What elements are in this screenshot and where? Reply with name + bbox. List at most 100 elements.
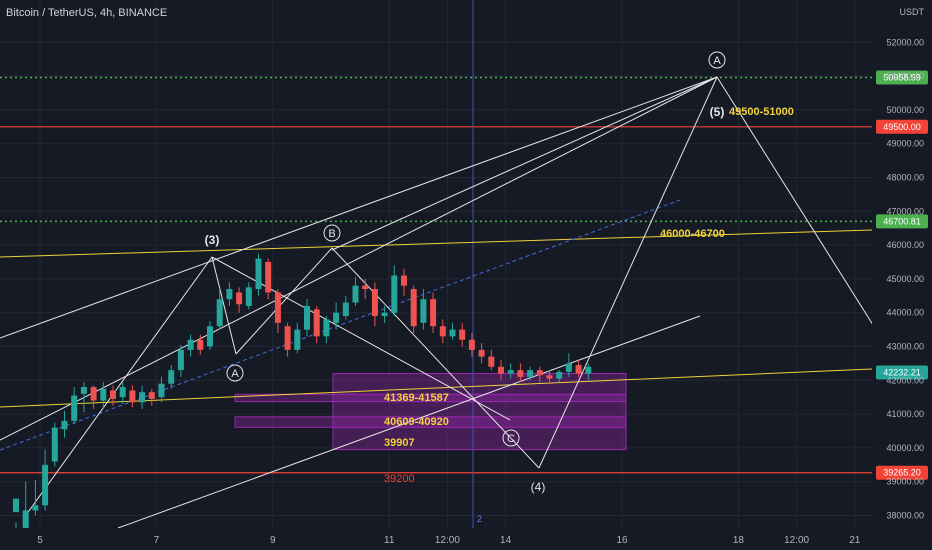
candle-body: [333, 312, 340, 323]
wave-a-label-upper: A: [708, 51, 726, 69]
candle-body: [410, 289, 417, 327]
wave-line: [0, 76, 718, 339]
candle-body: [439, 326, 446, 337]
zones: [234, 373, 627, 451]
wave-line: [331, 76, 718, 251]
price-tick-label: 46000.00: [886, 240, 924, 250]
candle-body: [13, 498, 19, 513]
candle-body: [42, 464, 49, 506]
candle-body: [255, 258, 262, 290]
marker-2: 2: [477, 514, 482, 524]
candle-body: [129, 390, 136, 403]
time-axis-bg: [0, 528, 932, 550]
candle-body: [381, 312, 388, 317]
price-tick-label: 39000.00: [886, 477, 924, 487]
price-tick-label: 52000.00: [886, 37, 924, 47]
wave-5-label: (5): [710, 105, 725, 119]
currency-label: USDT: [899, 7, 925, 17]
candle-body: [371, 289, 378, 317]
candle-body: [110, 390, 116, 399]
price-tick-label: 48000.00: [886, 173, 924, 183]
candle-body: [498, 366, 504, 374]
wave-a-label-upper-ring: [708, 51, 726, 69]
price-axis-bg: [872, 0, 932, 550]
candle-body: [216, 299, 223, 327]
candle-body: [284, 326, 291, 350]
candle-body: [226, 289, 233, 300]
wave-line: [211, 256, 511, 421]
candle-body: [430, 299, 437, 327]
candle-body: [536, 370, 543, 376]
price-label-box: [876, 70, 928, 85]
candle-body: [80, 387, 87, 394]
price-label-text: 49500.00: [883, 122, 921, 132]
target-zone-mid: 46000-46700: [660, 228, 725, 240]
price-label-box: [876, 119, 928, 134]
wave-b-label-ring: [323, 224, 341, 242]
candle-body: [187, 339, 194, 350]
trend-yellow-upper: [0, 229, 873, 258]
candle-body: [207, 326, 213, 347]
candle-body: [546, 375, 553, 379]
candle-body: [391, 275, 398, 313]
wave-a-label-lower-text: A: [231, 368, 239, 380]
candle-body: [158, 383, 165, 398]
candle-body: [197, 339, 204, 350]
candles: [13, 253, 592, 533]
candle-body: [139, 392, 146, 403]
candle-body: [22, 510, 29, 530]
price-label-text: 50958.59: [883, 72, 921, 82]
wave-line: [235, 247, 333, 355]
candle-body: [313, 309, 320, 337]
candle-body: [527, 370, 534, 377]
candle-body: [488, 356, 495, 367]
wave-lines: [0, 76, 881, 529]
price-label-box: [876, 465, 928, 480]
candle-body: [420, 299, 427, 323]
candle-body: [51, 427, 58, 462]
zone-41369: [234, 393, 627, 403]
price-tick-label: 49000.00: [886, 139, 924, 149]
candle-body: [342, 302, 349, 317]
candle-body: [90, 387, 97, 401]
time-tick-label: 16: [616, 535, 628, 546]
candle-body: [100, 388, 107, 401]
wave-line: [211, 256, 237, 355]
candle-body: [245, 287, 252, 306]
wave-4-label: (4): [531, 480, 546, 494]
grid: [0, 0, 872, 528]
candle-body: [177, 349, 184, 371]
time-axis: [0, 528, 932, 550]
price-label-box: [876, 365, 928, 380]
zone-label-39907: 39907: [384, 437, 415, 449]
zone-40609: [234, 416, 627, 428]
price-label-text: 42232.21: [883, 367, 921, 377]
time-tick-label: 12:00: [435, 535, 460, 546]
price-tick-label: 40000.00: [886, 443, 924, 453]
candle-body: [32, 505, 39, 511]
candle-body: [304, 305, 310, 330]
wave-b-label-text: B: [328, 228, 335, 240]
candle-body: [401, 275, 407, 286]
symbol-title: Bitcoin / TetherUS, 4h, BINANCE: [6, 7, 168, 19]
wave-c-label-ring: [502, 429, 520, 447]
price-axis: [872, 0, 932, 550]
candle-body: [478, 349, 485, 357]
wave-a-label-lower: A: [226, 364, 244, 382]
candle-body: [556, 371, 563, 379]
candle-body: [362, 285, 369, 290]
wave-line: [25, 256, 213, 516]
price-tick-label: 47000.00: [886, 206, 924, 216]
wave-b-label: B: [323, 224, 341, 242]
candle-body: [565, 363, 572, 372]
candle-body: [168, 370, 175, 384]
price-tick-label: 43000.00: [886, 342, 924, 352]
price-label-box: [876, 214, 928, 229]
candle-body: [517, 370, 524, 377]
wave-a-label-upper-text: A: [713, 55, 721, 67]
candle-body: [294, 329, 301, 350]
candle-body: [61, 420, 68, 430]
time-tick-label: 7: [154, 535, 160, 546]
candle-body: [119, 387, 126, 398]
